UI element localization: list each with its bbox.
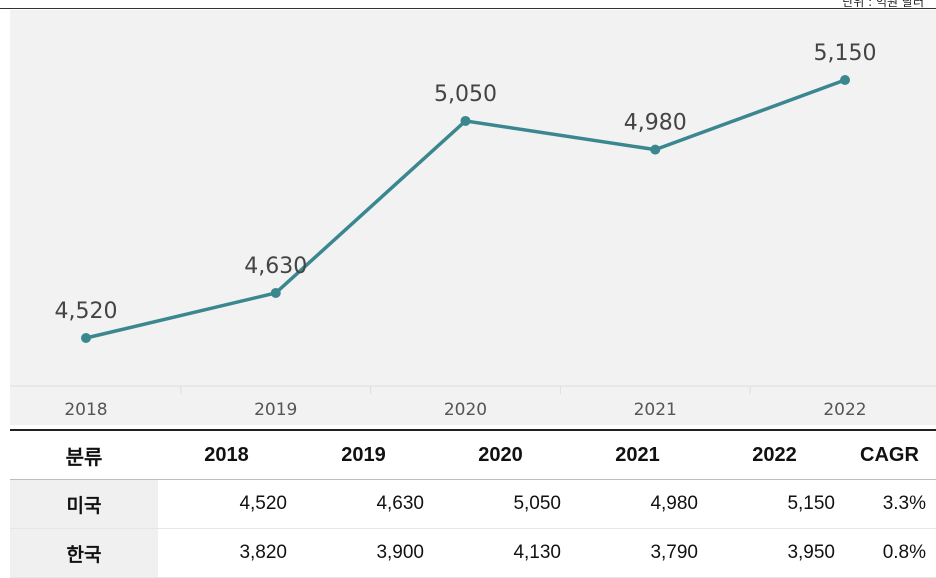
data-label: 4,520 [55, 299, 118, 324]
table-cell: 3,820 [158, 528, 295, 578]
table-cell: 4,980 [569, 479, 706, 529]
table-cell: 5,150 [706, 479, 843, 529]
header-2019: 2019 [295, 429, 432, 480]
unit-label: 단위 : 억원 달러 [842, 0, 924, 9]
data-label: 5,050 [434, 82, 497, 107]
data-point [460, 115, 471, 126]
header-2018: 2018 [158, 429, 295, 480]
header-2021: 2021 [569, 429, 706, 480]
header-cagr: CAGR [843, 429, 936, 480]
data-points [81, 75, 850, 343]
header-category: 분류 [10, 429, 158, 480]
table-cell: 5,050 [432, 479, 569, 529]
x-tick-label: 2019 [254, 400, 297, 420]
data-label: 4,630 [244, 254, 307, 279]
data-label: 4,980 [624, 111, 687, 136]
data-label: 5,150 [814, 41, 877, 66]
table-row: 미국 4,520 4,630 5,050 4,980 5,150 3.3% [10, 479, 936, 529]
header-2020: 2020 [432, 429, 569, 480]
table-row: 한국 3,820 3,900 4,130 3,790 3,950 0.8% [10, 528, 936, 578]
line-chart: 2018 2019 2020 2021 2022 4,520 4,630 5,050 4,98… [10, 10, 936, 425]
row-label: 한국 [10, 528, 158, 578]
cagr-cell: 3.3% [843, 479, 936, 529]
x-axis-ticks: 2018 2019 2020 2021 2022 [64, 386, 867, 420]
x-tick-label: 2020 [444, 400, 487, 420]
plot-background [10, 10, 936, 425]
table-cell: 4,630 [295, 479, 432, 529]
top-rule [0, 8, 936, 9]
cagr-cell: 0.8% [843, 528, 936, 578]
table-cell: 4,520 [158, 479, 295, 529]
data-labels: 4,520 4,630 5,050 4,980 5,150 [55, 41, 877, 324]
table-cell: 3,790 [569, 528, 706, 578]
table-header-row: 분류 2018 2019 2020 2021 2022 CAGR [10, 429, 936, 480]
x-tick-label: 2021 [634, 400, 677, 420]
data-point [81, 333, 91, 343]
x-tick-label: 2018 [64, 400, 107, 420]
table-cell: 3,950 [706, 528, 843, 578]
data-point [270, 287, 281, 298]
data-point [840, 75, 850, 85]
table-cell: 4,130 [432, 528, 569, 578]
row-label: 미국 [10, 479, 158, 529]
data-table: 분류 2018 2019 2020 2021 2022 CAGR 미국 4,52… [10, 429, 936, 578]
x-tick-label: 2022 [823, 400, 866, 420]
table-cell: 3,900 [295, 528, 432, 578]
header-2022: 2022 [706, 429, 843, 480]
data-point [650, 144, 661, 155]
